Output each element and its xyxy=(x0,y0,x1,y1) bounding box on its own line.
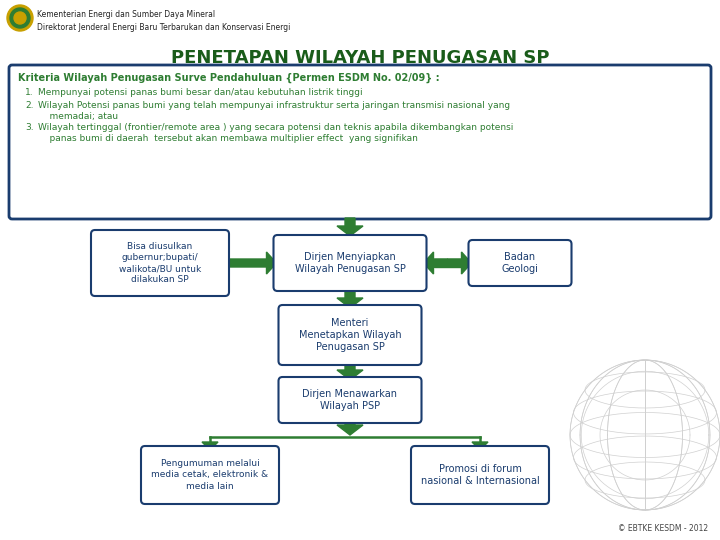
Circle shape xyxy=(7,5,33,31)
FancyBboxPatch shape xyxy=(141,446,279,504)
Text: Wilayah Potensi panas bumi yang telah mempunyai infrastruktur serta jaringan tra: Wilayah Potensi panas bumi yang telah me… xyxy=(38,101,510,121)
Text: 3.: 3. xyxy=(25,123,34,132)
Text: Dirjen Menyiapkan
Wilayah Penugasan SP: Dirjen Menyiapkan Wilayah Penugasan SP xyxy=(294,252,405,274)
Text: PENETAPAN WILAYAH PENUGASAN SP: PENETAPAN WILAYAH PENUGASAN SP xyxy=(171,49,549,67)
FancyBboxPatch shape xyxy=(279,305,421,365)
Polygon shape xyxy=(448,252,472,274)
Text: Menteri
Menetapkan Wilayah
Penugasan SP: Menteri Menetapkan Wilayah Penugasan SP xyxy=(299,318,401,353)
Polygon shape xyxy=(202,442,218,450)
FancyBboxPatch shape xyxy=(469,240,572,286)
Text: Wilayah tertinggal (frontier/remote area ) yang secara potensi dan teknis apabil: Wilayah tertinggal (frontier/remote area… xyxy=(38,123,513,143)
FancyBboxPatch shape xyxy=(274,235,426,291)
Text: Pengumuman melalui
media cetak, elektronik &
media lain: Pengumuman melalui media cetak, elektron… xyxy=(151,460,269,491)
Polygon shape xyxy=(423,252,448,274)
Text: Bisa diusulkan
gubernur;bupati/
walikota/BU untuk
dilakukan SP: Bisa diusulkan gubernur;bupati/ walikota… xyxy=(119,242,201,284)
Polygon shape xyxy=(226,252,276,274)
Text: 1.: 1. xyxy=(25,88,34,97)
Text: Kementerian Energi dan Sumber Daya Mineral
Direktorat Jenderal Energi Baru Terba: Kementerian Energi dan Sumber Daya Miner… xyxy=(37,10,290,31)
Polygon shape xyxy=(337,361,363,380)
Text: Promosi di forum
nasional & Internasional: Promosi di forum nasional & Internasiona… xyxy=(420,464,539,486)
Polygon shape xyxy=(337,218,363,236)
Text: Badan
Geologi: Badan Geologi xyxy=(502,252,539,274)
FancyBboxPatch shape xyxy=(411,446,549,504)
Polygon shape xyxy=(472,442,488,450)
Polygon shape xyxy=(337,419,363,435)
Text: Mempunyai potensi panas bumi besar dan/atau kebutuhan listrik tinggi: Mempunyai potensi panas bumi besar dan/a… xyxy=(38,88,363,97)
FancyBboxPatch shape xyxy=(91,230,229,296)
FancyBboxPatch shape xyxy=(279,377,421,423)
FancyBboxPatch shape xyxy=(9,65,711,219)
Polygon shape xyxy=(433,259,462,267)
Text: Kriteria Wilayah Penugasan Surve Pendahuluan {Permen ESDM No. 02/09} :: Kriteria Wilayah Penugasan Surve Pendahu… xyxy=(18,73,440,83)
Text: 2.: 2. xyxy=(25,101,34,110)
Polygon shape xyxy=(337,287,363,308)
Text: © EBTKE KESDM - 2012: © EBTKE KESDM - 2012 xyxy=(618,524,708,533)
Circle shape xyxy=(10,8,30,28)
Text: Dirjen Menawarkan
Wilayah PSP: Dirjen Menawarkan Wilayah PSP xyxy=(302,389,397,411)
Circle shape xyxy=(14,12,26,24)
